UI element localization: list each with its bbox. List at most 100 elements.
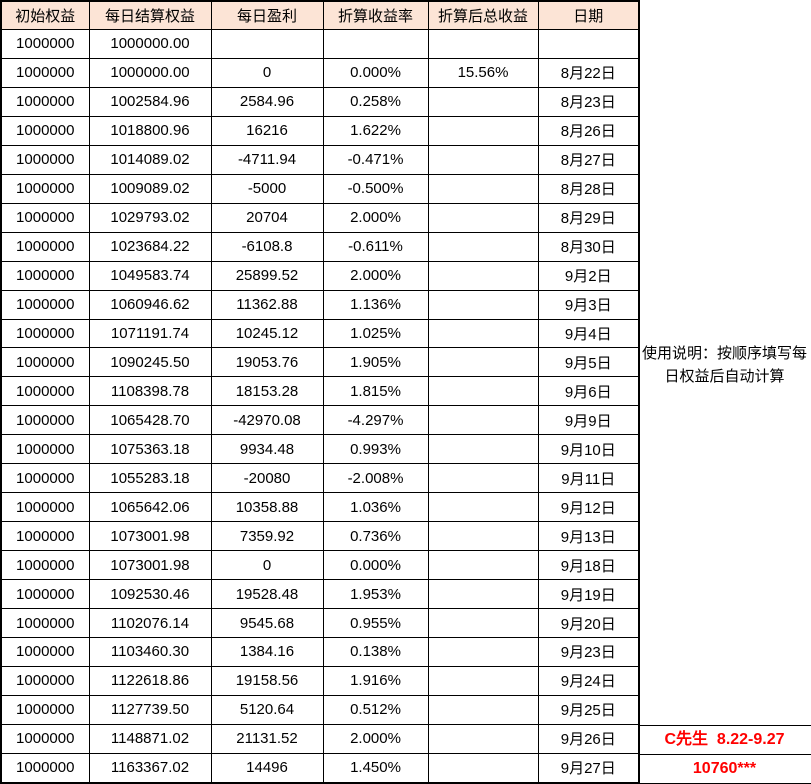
cell[interactable]: 0	[210, 550, 324, 581]
cell[interactable]: 0.258%	[322, 86, 429, 117]
cell[interactable]	[427, 86, 539, 117]
cell[interactable]	[210, 29, 324, 59]
cell[interactable]	[427, 492, 539, 523]
cell[interactable]: 1055283.18	[88, 463, 212, 494]
cell[interactable]: 1.815%	[322, 376, 429, 407]
cell[interactable]: -42970.08	[210, 405, 324, 436]
cell[interactable]	[427, 637, 539, 667]
cell[interactable]: 0.000%	[322, 57, 429, 88]
cell[interactable]: 1000000	[0, 115, 90, 146]
column-header[interactable]: 初始权益	[0, 0, 90, 30]
cell[interactable]: 0.000%	[322, 550, 429, 581]
cell[interactable]	[427, 550, 539, 581]
cell[interactable]: 5120.64	[210, 694, 324, 725]
cell[interactable]: 0.993%	[322, 434, 429, 465]
cell[interactable]: 1018800.96	[88, 115, 212, 146]
cell[interactable]: 1000000	[0, 637, 90, 667]
cell[interactable]: 0	[210, 57, 324, 88]
cell[interactable]	[427, 463, 539, 494]
cell[interactable]: 19528.48	[210, 579, 324, 610]
cell[interactable]	[427, 115, 539, 146]
cell[interactable]	[427, 231, 539, 262]
cell[interactable]: 1073001.98	[88, 521, 212, 552]
cell[interactable]	[427, 405, 539, 436]
cell[interactable]: 8月22日	[537, 57, 640, 88]
cell[interactable]: 8月23日	[537, 86, 640, 117]
cell[interactable]: 1073001.98	[88, 550, 212, 581]
cell[interactable]: 0.736%	[322, 521, 429, 552]
cell[interactable]: 1.036%	[322, 492, 429, 523]
cell[interactable]: 1000000	[0, 144, 90, 175]
cell[interactable]: 8月30日	[537, 231, 640, 262]
cell[interactable]: 19053.76	[210, 347, 324, 378]
cell[interactable]: 14496	[210, 752, 324, 784]
cell[interactable]: 9月6日	[537, 376, 640, 407]
cell[interactable]: 1.953%	[322, 579, 429, 610]
cell[interactable]: 9月19日	[537, 579, 640, 610]
cell[interactable]: 1065428.70	[88, 405, 212, 436]
cell[interactable]: 1.136%	[322, 289, 429, 320]
cell[interactable]: 11362.88	[210, 289, 324, 320]
cell[interactable]: 1127739.50	[88, 694, 212, 725]
cell[interactable]: 1000000	[0, 405, 90, 436]
cell[interactable]: 2584.96	[210, 86, 324, 117]
cell[interactable]: 1000000	[0, 57, 90, 88]
cell[interactable]: 19158.56	[210, 665, 324, 696]
cell[interactable]: 1000000	[0, 463, 90, 494]
cell[interactable]: 1102076.14	[88, 608, 212, 639]
column-header[interactable]: 折算后总收益	[427, 0, 539, 30]
cell[interactable]: 1000000	[0, 434, 90, 465]
cell[interactable]	[427, 521, 539, 552]
cell[interactable]: 0.955%	[322, 608, 429, 639]
cell[interactable]: 25899.52	[210, 260, 324, 291]
cell[interactable]: 1075363.18	[88, 434, 212, 465]
cell[interactable]: 1002584.96	[88, 86, 212, 117]
cell[interactable]: 1049583.74	[88, 260, 212, 291]
cell[interactable]: 9月24日	[537, 665, 640, 696]
cell[interactable]: 1000000	[0, 86, 90, 117]
cell[interactable]: 1092530.46	[88, 579, 212, 610]
cell[interactable]: 1014089.02	[88, 144, 212, 175]
cell[interactable]	[427, 260, 539, 291]
cell[interactable]: 1000000	[0, 29, 90, 59]
cell[interactable]: 1000000.00	[88, 29, 212, 59]
cell[interactable]: 9月12日	[537, 492, 640, 523]
cell[interactable]: 1000000	[0, 752, 90, 784]
cell[interactable]: 8月27日	[537, 144, 640, 175]
cell[interactable]: 1000000	[0, 492, 90, 523]
client-period-cell[interactable]: C先生 8.22-9.27	[638, 725, 811, 754]
cell[interactable]: -2.008%	[322, 463, 429, 494]
cell[interactable]	[537, 29, 640, 59]
cell[interactable]: 1000000	[0, 694, 90, 725]
cell[interactable]: 1000000	[0, 289, 90, 320]
column-header[interactable]: 日期	[537, 0, 640, 30]
cell[interactable]: 2.000%	[322, 260, 429, 291]
cell[interactable]: 9月26日	[537, 723, 640, 754]
cell[interactable]: 1009089.02	[88, 173, 212, 204]
cell[interactable]: 1000000	[0, 723, 90, 754]
cell[interactable]	[427, 665, 539, 696]
cell[interactable]: 1103460.30	[88, 637, 212, 667]
cell[interactable]	[427, 347, 539, 378]
cell[interactable]	[427, 144, 539, 175]
cell[interactable]	[427, 752, 539, 784]
cell[interactable]: 1.905%	[322, 347, 429, 378]
total-return-highlight-cell[interactable]: 15.56%	[427, 57, 539, 88]
cell[interactable]: 7359.92	[210, 521, 324, 552]
cell[interactable]: 8月28日	[537, 173, 640, 204]
cell[interactable]: 16216	[210, 115, 324, 146]
cell[interactable]: 1090245.50	[88, 347, 212, 378]
cell[interactable]: -0.471%	[322, 144, 429, 175]
cell[interactable]: 21131.52	[210, 723, 324, 754]
cell[interactable]: 9934.48	[210, 434, 324, 465]
column-header[interactable]: 每日结算权益	[88, 0, 212, 30]
cell[interactable]: 1065642.06	[88, 492, 212, 523]
cell[interactable]: 1000000	[0, 202, 90, 233]
cell[interactable]	[427, 376, 539, 407]
cell[interactable]	[427, 289, 539, 320]
cell[interactable]: 1060946.62	[88, 289, 212, 320]
cell[interactable]: 1000000	[0, 579, 90, 610]
cell[interactable]: 1.916%	[322, 665, 429, 696]
cell[interactable]: 1163367.02	[88, 752, 212, 784]
cell[interactable]	[322, 29, 429, 59]
